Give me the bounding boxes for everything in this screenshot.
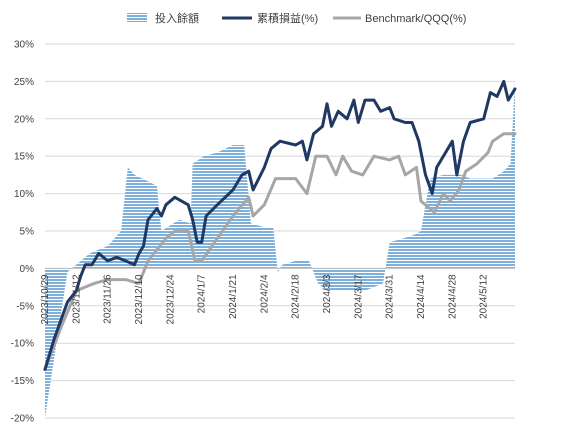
x-tick-label: 2024/1/7 — [197, 274, 208, 313]
legend-swatch-area — [127, 13, 147, 22]
x-tick-label: 2024/4/14 — [416, 274, 427, 319]
y-tick-label: 15% — [14, 152, 34, 163]
y-tick-label: 30% — [14, 40, 34, 51]
x-tick-label: 2024/5/12 — [479, 274, 490, 319]
y-tick-label: -5% — [16, 301, 34, 312]
x-tick-label: 2024/3/31 — [385, 274, 396, 319]
x-tick-label: 2024/2/4 — [259, 274, 270, 313]
y-tick-label: -15% — [11, 376, 34, 387]
x-tick-label: 2023/12/24 — [165, 274, 176, 324]
y-tick-label: 5% — [20, 227, 35, 238]
series-area-balance — [45, 81, 515, 419]
x-tick-label: 2023/10/29 — [40, 274, 51, 324]
legend-label-area: 投入餘額 — [155, 11, 199, 25]
line-series-layer — [43, 79, 517, 371]
legend: 投入餘額 累積損益(%) Benchmark/QQQ(%) — [127, 11, 466, 25]
y-tick-label: 20% — [14, 114, 34, 125]
series-line-cumulative — [43, 79, 517, 371]
x-tick-label: 2023/11/12 — [71, 274, 82, 324]
y-tick-label: -20% — [11, 414, 34, 425]
x-axis-ticks: 2023/10/29 2023/11/12 2023/11/26 2023/12/10… — [40, 274, 490, 324]
x-tick-label: 2024/4/28 — [447, 274, 458, 319]
x-tick-label: 2024/1/21 — [228, 274, 239, 319]
area-series-layer — [45, 81, 515, 419]
legend-label-cumulative: 累積損益(%) — [257, 11, 318, 25]
y-tick-label: -10% — [11, 339, 34, 350]
y-tick-label: 25% — [14, 77, 34, 88]
series-line-benchmark — [43, 132, 517, 371]
x-tick-label: 2023/11/26 — [103, 274, 114, 324]
y-axis-ticks: -20% -15% -10% -5% 0% 5% 10% 15% 20% 25% 30% — [11, 40, 34, 425]
y-tick-label: 0% — [20, 264, 35, 275]
x-tick-label: 2024/2/18 — [291, 274, 302, 319]
y-tick-label: 10% — [14, 189, 34, 200]
x-tick-label: 2024/3/17 — [353, 274, 364, 319]
legend-label-benchmark: Benchmark/QQQ(%) — [365, 13, 466, 25]
x-tick-label: 2024/3/3 — [322, 274, 333, 313]
x-tick-label: 2023/12/10 — [134, 274, 145, 324]
